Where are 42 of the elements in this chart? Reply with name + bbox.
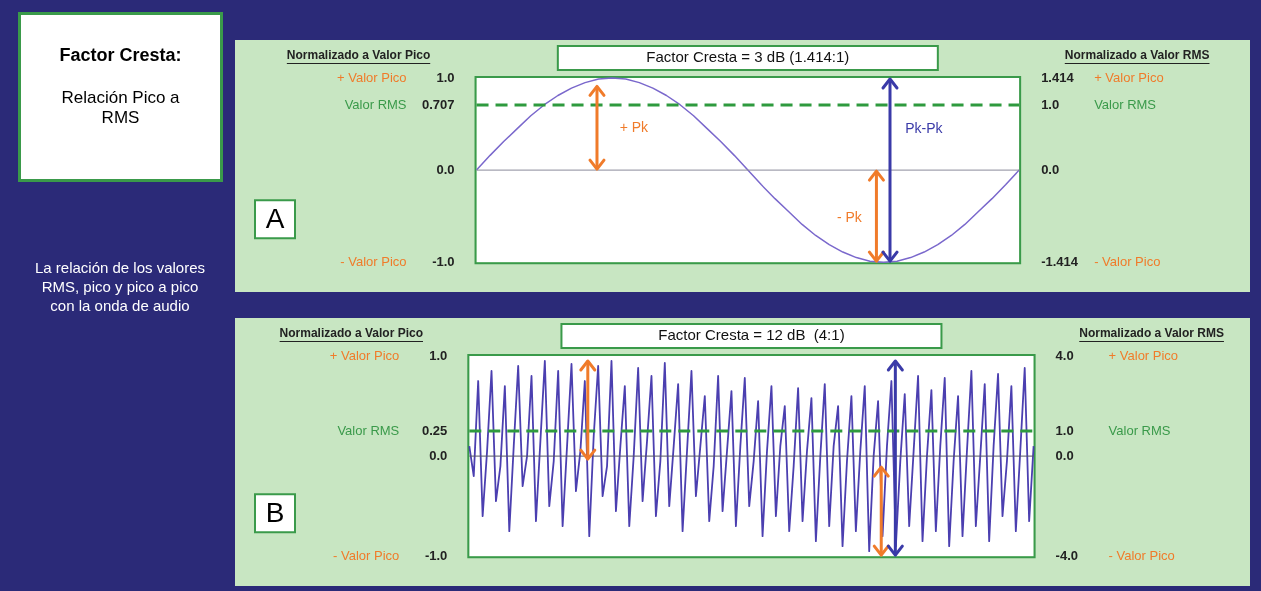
y-tick-label: 0.707	[421, 96, 455, 112]
y2-tick-label: 4.0	[1055, 347, 1074, 363]
y2-axis-title: Normalizado a Valor RMS	[1079, 326, 1224, 341]
text: La relación de los valores RMS, pico y pico a pico con la onda de audio	[33, 258, 207, 315]
annotation: Pk-Pk	[905, 120, 944, 137]
y2-tick-label: 1.0	[1041, 96, 1060, 112]
y-tick-label: -1.0	[432, 253, 455, 269]
y-axis-title: Normalizado a Valor Pico	[286, 48, 431, 63]
text: A	[265, 202, 285, 234]
text: Valor RMS	[1094, 96, 1157, 112]
text: - Valor Pico	[340, 253, 407, 269]
text: + Valor Pico	[1108, 347, 1179, 363]
text: Relación Pico a RMS	[60, 88, 181, 128]
text: Valor RMS	[1108, 422, 1171, 438]
chart-title: Factor Cresta = 12 dB (4:1)	[658, 326, 845, 344]
text: Factor Cresta:	[58, 45, 183, 66]
text: - Valor Pico	[333, 547, 400, 563]
text: + Valor Pico	[337, 69, 407, 85]
text: - Valor Pico	[1094, 253, 1161, 269]
chart-title: Factor Cresta = 3 dB (1.414:1)	[646, 48, 850, 66]
text: Valor RMS	[337, 422, 400, 438]
y2-tick-label: 1.414	[1041, 69, 1075, 85]
y-tick-label: 1.0	[429, 347, 448, 363]
text: B	[265, 496, 285, 528]
y2-tick-label: 0.0	[1055, 447, 1074, 463]
y2-tick-label: 0.0	[1041, 161, 1060, 177]
y-tick-label: 1.0	[436, 69, 455, 85]
y-tick-label: -1.0	[424, 547, 448, 563]
y-tick-label: 0.0	[429, 447, 448, 463]
y-tick-label: 0.0	[436, 161, 455, 177]
text: Valor RMS	[344, 96, 407, 112]
y-tick-label: 0.25	[421, 422, 448, 438]
annotation: - Pk	[836, 208, 863, 225]
y-axis-title: Normalizado a Valor Pico	[279, 326, 423, 341]
annotation: + Pk	[619, 118, 650, 135]
text: + Valor Pico	[329, 347, 400, 363]
y2-tick-label: -4.0	[1055, 547, 1079, 563]
text: + Valor Pico	[1094, 69, 1164, 85]
y2-tick-label: -1.414	[1041, 253, 1079, 269]
text: - Valor Pico	[1108, 547, 1175, 563]
y2-tick-label: 1.0	[1055, 422, 1074, 438]
y2-axis-title: Normalizado a Valor RMS	[1064, 48, 1210, 63]
